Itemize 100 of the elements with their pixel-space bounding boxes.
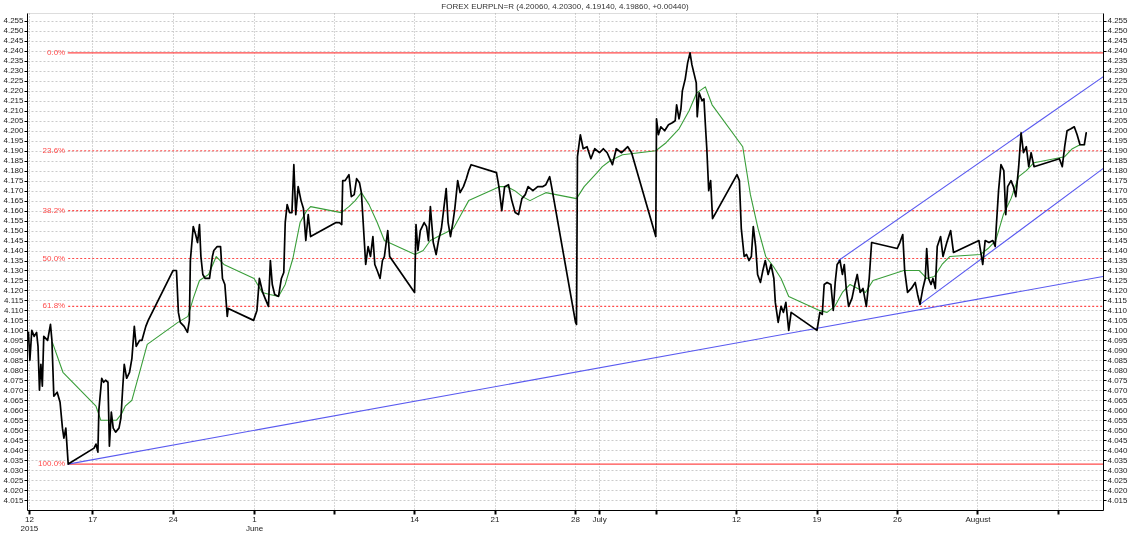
y2-tick-label: 4.120	[1107, 285, 1129, 295]
y-tick-label: 4.035	[3, 455, 25, 465]
x-tick-label: 12	[732, 514, 742, 524]
y-tick-label: 4.170	[3, 186, 25, 196]
y2-tick-label: 4.085	[1107, 355, 1129, 365]
y-tick-label: 4.050	[3, 425, 25, 435]
y2-tick-label: 4.060	[1107, 405, 1129, 415]
y2-tick-label: 4.130	[1107, 265, 1129, 275]
y-tick-label: 4.090	[3, 345, 25, 355]
y-tick-label: 4.085	[3, 355, 25, 365]
y2-tick-label: 4.020	[1107, 485, 1129, 495]
x-tick-label: 19	[812, 514, 823, 524]
y2-tick-label: 4.215	[1107, 96, 1129, 106]
y-tick-label: 4.180	[3, 166, 25, 176]
y2-tick-label: 4.195	[1107, 136, 1129, 146]
y-tick-label: 4.110	[4, 305, 25, 315]
y-tick-label: 4.100	[3, 325, 25, 335]
y2-tick-label: 4.150	[1107, 226, 1129, 236]
y-tick-label: 4.015	[3, 495, 25, 505]
y-tick-label: 4.250	[3, 26, 25, 36]
x-tick-label: 12 2015	[20, 514, 39, 533]
y-tick-label: 4.175	[3, 176, 25, 186]
y2-tick-label: 4.135	[1107, 256, 1129, 265]
y-tick-label: 4.225	[3, 76, 25, 86]
y-tick-label: 4.205	[3, 116, 25, 126]
y2-tick-label: 4.030	[1107, 465, 1129, 475]
y2-tick-label: 4.140	[1107, 246, 1129, 256]
y2-tick-label: 4.170	[1107, 186, 1129, 196]
y-tick-label: 4.045	[3, 435, 25, 445]
y-tick-label: 4.055	[3, 415, 25, 425]
y2-tick-label: 4.035	[1107, 455, 1129, 465]
y-tick-label: 4.235	[3, 56, 25, 66]
x-tick-label: July	[592, 514, 607, 524]
x-tick-label: 17	[88, 514, 98, 524]
y-tick-label: 4.210	[3, 106, 25, 116]
series-label: 0.0%	[46, 47, 66, 57]
y2-tick-label: 4.125	[1107, 275, 1129, 285]
y-tick-label: 4.255	[3, 16, 25, 26]
y2-tick-label: 4.180	[1107, 166, 1129, 176]
y-tick-label: 4.080	[3, 365, 25, 375]
y2-tick-label: 4.190	[1107, 146, 1129, 156]
y2-tick-label: 4.025	[1107, 475, 1129, 485]
y-tick-label: 4.025	[3, 475, 25, 485]
y2-tick-label: 4.050	[1107, 425, 1129, 435]
series-label: 50.0%	[42, 253, 66, 263]
y2-tick-label: 4.230	[1107, 66, 1129, 76]
y2-tick-label: 4.185	[1107, 156, 1129, 166]
y2-tick-label: 4.250	[1107, 26, 1129, 36]
series-label: 38.2%	[42, 205, 66, 215]
y-tick-label: 4.220	[3, 86, 25, 96]
y-tick-label: 4.185	[3, 156, 25, 166]
x-tick-label: 14	[410, 514, 420, 524]
y2-tick-label: 4.065	[1107, 395, 1129, 405]
y2-tick-label: 4.055	[1107, 415, 1129, 425]
y2-tick-label: 4.070	[1107, 385, 1129, 395]
y-tick-label: 4.200	[3, 126, 25, 136]
y-tick-label: 4.075	[3, 375, 25, 385]
y2-tick-label: 4.255	[1107, 16, 1129, 26]
x-tick-label: 24	[168, 514, 179, 524]
y-tick-label: 4.125	[3, 275, 25, 285]
x-tick-label: 28	[571, 514, 581, 524]
y-tick-label: 4.245	[3, 36, 25, 46]
y2-tick-label: 4.045	[1107, 435, 1129, 445]
y2-tick-label: 4.080	[1107, 365, 1129, 375]
y2-tick-label: 4.155	[1107, 216, 1129, 226]
y2-tick-label: 4.015	[1107, 495, 1129, 505]
chart-title: FOREX EURPLN=R (4.20060, 4.20300, 4.19140, 4.19860, +0.00440)	[441, 2, 689, 11]
y-tick-label: 4.115	[4, 295, 25, 305]
y-tick-label: 4.135	[3, 256, 25, 265]
y-tick-label: 4.140	[3, 246, 25, 256]
y-tick-label: 4.145	[3, 236, 25, 246]
x-tick-label: 21	[490, 514, 501, 524]
y2-tick-label: 4.095	[1107, 335, 1129, 345]
x-tick-label: 1 June	[245, 514, 264, 533]
y-tick-label: 4.195	[3, 136, 25, 146]
series-label: 61.8%	[42, 301, 66, 311]
y-tick-label: 4.030	[3, 465, 25, 475]
y2-tick-label: 4.225	[1107, 76, 1129, 86]
y2-tick-label: 4.175	[1107, 176, 1129, 186]
y2-tick-label: 4.105	[1107, 315, 1129, 325]
y2-tick-label: 4.115	[1107, 295, 1128, 305]
y2-tick-label: 4.145	[1107, 236, 1129, 246]
y-tick-label: 4.160	[3, 206, 25, 216]
y-tick-label: 4.040	[3, 445, 25, 455]
y2-tick-label: 4.205	[1107, 116, 1129, 126]
y2-tick-label: 4.200	[1107, 126, 1129, 136]
y-tick-label: 4.150	[3, 226, 25, 236]
y2-tick-label: 4.110	[1107, 305, 1128, 315]
y-tick-label: 4.070	[3, 385, 25, 395]
y-tick-label: 4.095	[3, 335, 25, 345]
y2-tick-label: 4.090	[1107, 345, 1129, 355]
y-tick-label: 4.065	[3, 395, 25, 405]
series-label: 23.6%	[42, 145, 66, 155]
y-tick-label: 4.240	[3, 46, 25, 56]
y2-tick-label: 4.235	[1107, 56, 1129, 66]
y-tick-label: 4.020	[3, 485, 25, 495]
x-tick-label: August	[965, 514, 992, 524]
y-tick-label: 4.105	[3, 315, 25, 325]
y2-tick-label: 4.165	[1107, 196, 1129, 206]
y-tick-label: 4.215	[3, 96, 25, 106]
